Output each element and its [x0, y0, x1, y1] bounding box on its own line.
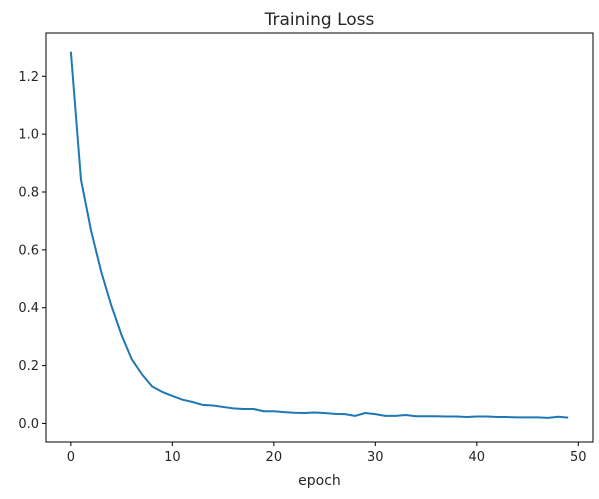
- x-tick-label: 0: [67, 450, 75, 465]
- x-tick-label: 10: [164, 450, 181, 465]
- plot-frame: [45, 32, 594, 443]
- x-tick-label: 40: [469, 450, 486, 465]
- y-tick-label: 0.2: [18, 359, 39, 374]
- y-tick-label: 0.0: [18, 417, 39, 432]
- x-axis: 0 10 20 30 40 50: [67, 442, 587, 465]
- series-line-0: [69, 51, 569, 419]
- y-axis: 0.0 0.2 0.4 0.6 0.8 1.0 1.2: [18, 70, 46, 432]
- y-tick-label: 1.2: [18, 70, 39, 85]
- chart-title: Training Loss: [264, 10, 375, 30]
- x-tick-label: 20: [266, 450, 283, 465]
- x-tick-label: 30: [367, 450, 384, 465]
- x-axis-label: epoch: [298, 473, 341, 489]
- plot-area: [69, 51, 569, 419]
- y-tick-label: 0.6: [18, 243, 39, 258]
- y-tick-label: 1.0: [18, 128, 39, 143]
- y-tick-label: 0.8: [18, 186, 39, 201]
- x-tick-label: 50: [570, 450, 587, 465]
- y-tick-label: 0.4: [18, 301, 39, 316]
